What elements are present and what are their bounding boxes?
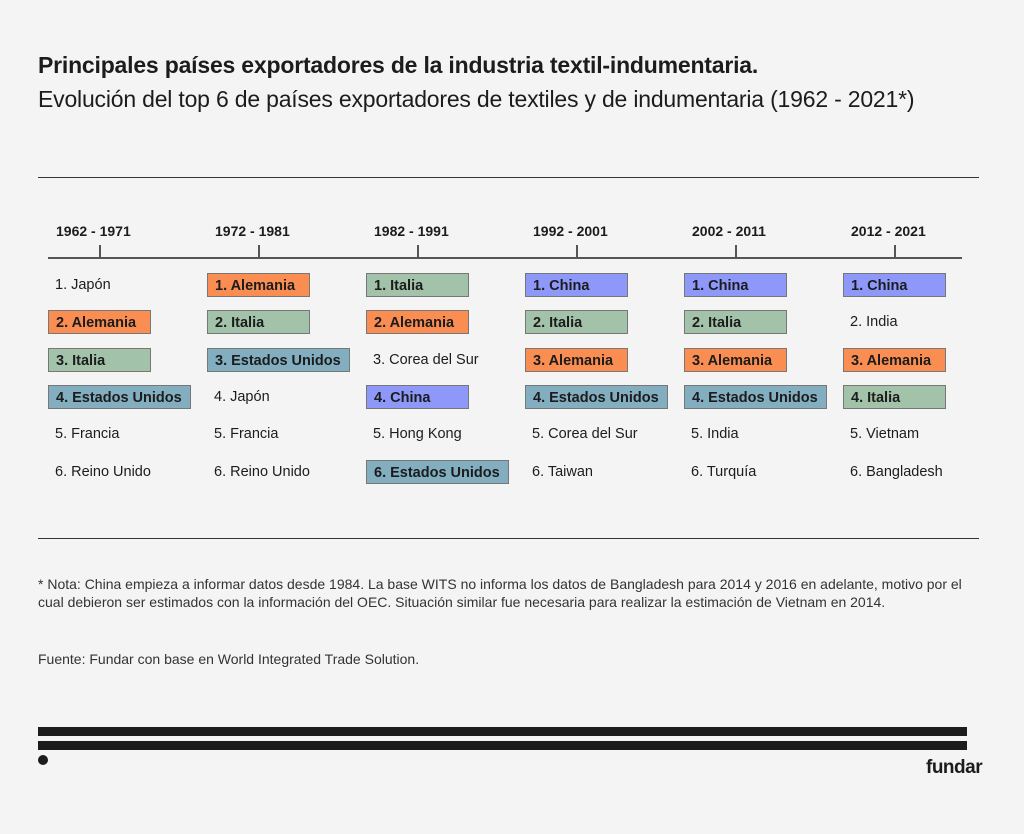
timeline-tick (735, 245, 737, 258)
ranking-item-highlighted: 1. China (843, 273, 946, 297)
ranking-item-highlighted: 3. Alemania (525, 347, 628, 372)
ranking-item: 6. Turquía (691, 463, 757, 480)
period-label: 1972 - 1981 (215, 223, 290, 239)
ranking-item: 6. Taiwan (532, 463, 593, 480)
ranking-item: 4. Japón (214, 388, 270, 405)
ranking-item-highlighted: 3. Estados Unidos (207, 347, 350, 372)
footnote: * Nota: China empieza a informar datos d… (38, 576, 962, 610)
ranking-item-highlighted: 4. Italia (843, 384, 946, 409)
ranking-item-highlighted: 3. Alemania (843, 347, 946, 372)
ranking-item-highlighted: 4. China (366, 384, 469, 409)
ranking-item: 5. Francia (55, 426, 120, 443)
ranking-item: 3. Corea del Sur (373, 351, 479, 368)
footer-bar-2 (38, 741, 967, 750)
ranking-item: 1. Japón (55, 277, 111, 293)
ranking-item-highlighted: 2. Alemania (366, 310, 469, 335)
ranking-item-highlighted: 4. Estados Unidos (48, 384, 191, 409)
ranking-item-highlighted: 2. Italia (525, 310, 628, 335)
timeline-tick (894, 245, 896, 258)
ranking-item: 5. Francia (214, 426, 279, 443)
ranking-item-highlighted: 2. Italia (684, 310, 787, 335)
chart-subtitle: Evolución del top 6 de países exportador… (38, 86, 915, 112)
period-label: 2002 - 2011 (692, 223, 766, 239)
period-label: 1982 - 1991 (374, 223, 449, 239)
ranking-item-highlighted: 3. Alemania (684, 347, 787, 372)
footer-dot (38, 755, 48, 765)
ranking-item: 5. Vietnam (850, 426, 920, 443)
fundar-logo: fundar (926, 757, 983, 778)
timeline-tick (417, 245, 419, 258)
ranking-item: 6. Bangladesh (850, 463, 943, 480)
ranking-item-highlighted: 3. Italia (48, 347, 151, 372)
ranking-item: 5. Hong Kong (373, 426, 462, 443)
period-label: 1992 - 2001 (533, 223, 608, 239)
footer-bar-1 (38, 727, 967, 736)
ranking-item: 5. India (691, 426, 739, 443)
ranking-item-highlighted: 2. Italia (207, 310, 310, 335)
ranking-item-highlighted: 4. Estados Unidos (684, 384, 827, 409)
period-label: 2012 - 2021 (851, 223, 926, 239)
ranking-item-highlighted: 1. China (525, 273, 628, 297)
ranking-item-highlighted: 1. Italia (366, 273, 469, 297)
ranking-item: 6. Reino Unido (214, 463, 310, 480)
bottom-divider (38, 538, 979, 539)
timeline-tick (576, 245, 578, 258)
timeline-tick (99, 245, 101, 258)
timeline-tick (258, 245, 260, 258)
chart-title: Principales países exportadores de la in… (38, 52, 759, 78)
ranking-item-highlighted: 1. Alemania (207, 273, 310, 297)
ranking-item-highlighted: 4. Estados Unidos (525, 384, 668, 409)
timeline-axis (48, 257, 962, 259)
ranking-item: 2. India (850, 314, 898, 331)
ranking-item-highlighted: 1. China (684, 273, 787, 297)
ranking-item-highlighted: 2. Alemania (48, 310, 151, 335)
source-note: Fuente: Fundar con base en World Integra… (38, 651, 420, 667)
top-divider (38, 177, 979, 178)
period-label: 1962 - 1971 (56, 223, 131, 239)
ranking-item: 5. Corea del Sur (532, 426, 638, 443)
ranking-item: 6. Reino Unido (55, 463, 151, 480)
ranking-item-highlighted: 6. Estados Unidos (366, 459, 509, 484)
